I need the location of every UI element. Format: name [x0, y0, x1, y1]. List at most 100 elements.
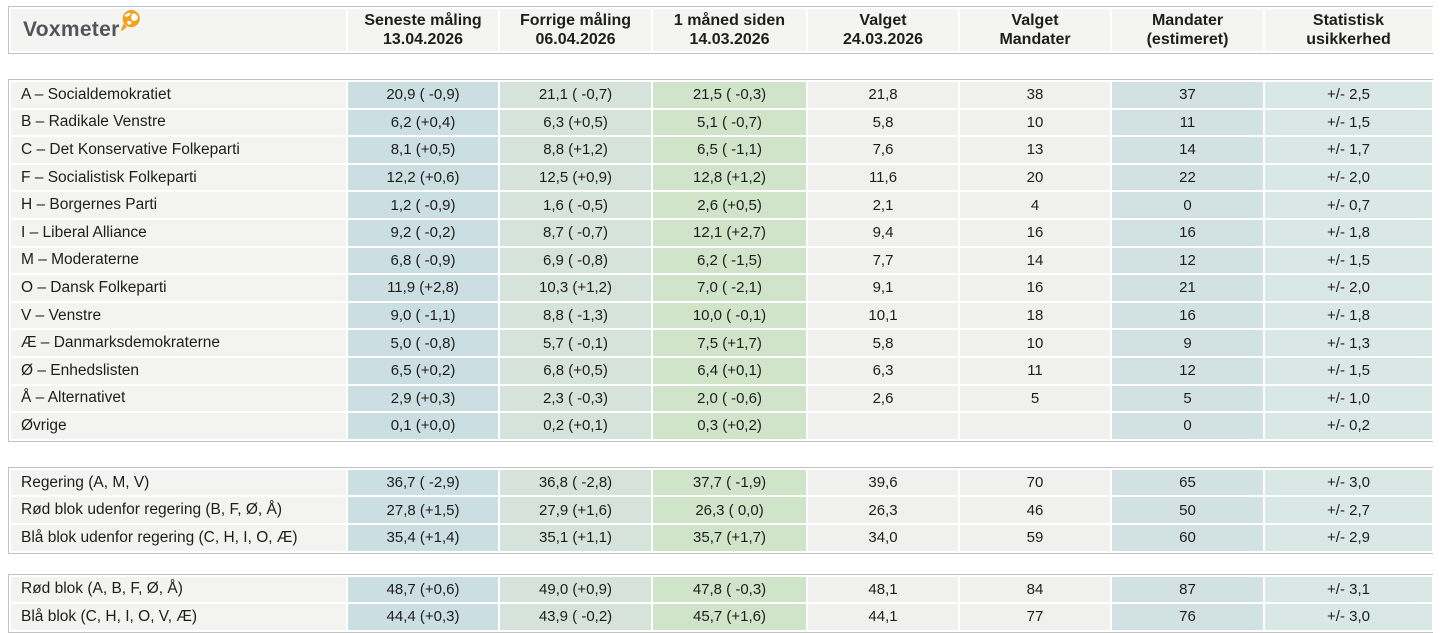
value-cell-valget-mandater: 77: [958, 602, 1112, 632]
value-cell-usikkerhed: +/- 2,5: [1263, 80, 1434, 110]
government-blocs-table: Regering (A, M, V) 36,7 ( -2,9) 36,8 ( -…: [9, 467, 1434, 553]
column-header-line1: Statistisk: [1312, 11, 1385, 29]
column-header-1-maned-siden: 1 måned siden 14.03.2026: [651, 7, 808, 53]
value-cell-valget: 44,1: [806, 602, 960, 632]
row-label: Å – Alternativet: [9, 383, 348, 414]
value-cell-mandater-estimeret: 16: [1110, 217, 1265, 248]
row-label: A – Socialdemokratiet: [9, 80, 348, 110]
row-label: B – Radikale Venstre: [9, 107, 348, 138]
column-header-valget-mandater: Valget Mandater: [958, 7, 1112, 53]
row-label: M – Moderaterne: [9, 245, 348, 276]
value-cell-valget: 21,8: [806, 80, 960, 110]
row-label: V – Venstre: [9, 300, 348, 331]
value-cell-seneste: 1,2 ( -0,9): [346, 190, 500, 220]
table-row: Å – Alternativet 2,9 (+0,3) 2,3 ( -0,3) …: [9, 383, 1434, 414]
row-label: Blå blok (C, H, I, O, V, Æ): [9, 602, 348, 632]
header-table: Voxmeter Seneste måling 13.04.2026: [9, 7, 1434, 53]
value-cell-usikkerhed: +/- 1,5: [1263, 355, 1434, 386]
government-blocs-block: Regering (A, M, V) 36,7 ( -2,9) 36,8 ( -…: [8, 466, 1434, 554]
row-label: F – Socialistisk Folkeparti: [9, 162, 348, 193]
column-header-line2: 14.03.2026: [689, 31, 770, 48]
value-cell-mandater-estimeret: 12: [1110, 355, 1265, 386]
value-cell-seneste: 11,9 (+2,8): [346, 273, 500, 303]
globe-icon: [120, 10, 140, 32]
table-row: Regering (A, M, V) 36,7 ( -2,9) 36,8 ( -…: [9, 467, 1434, 498]
table-row: Æ – Danmarksdemokraterne 5,0 ( -0,8) 5,7…: [9, 328, 1434, 358]
value-cell-valget: 7,6: [806, 135, 960, 165]
value-cell-mandater-estimeret: 76: [1110, 602, 1265, 632]
value-cell-forrige: 6,9 ( -0,8): [498, 245, 653, 276]
value-cell-usikkerhed: +/- 2,0: [1263, 162, 1434, 193]
value-cell-usikkerhed: +/- 1,8: [1263, 217, 1434, 248]
value-cell-valget-mandater: 10: [958, 328, 1112, 358]
value-cell-mandater-estimeret: 21: [1110, 273, 1265, 303]
value-cell-mandater-estimeret: 0: [1110, 411, 1265, 441]
value-cell-usikkerhed: +/- 2,9: [1263, 522, 1434, 553]
value-cell-seneste: 2,9 (+0,3): [346, 383, 500, 414]
value-cell-valget-mandater: 84: [958, 574, 1112, 605]
value-cell-maned: 6,4 (+0,1): [651, 355, 808, 386]
value-cell-usikkerhed: +/- 1,3: [1263, 328, 1434, 358]
voxmeter-logo: Voxmeter: [11, 10, 142, 42]
row-label: I – Liberal Alliance: [9, 217, 348, 248]
value-cell-valget-mandater: 46: [958, 495, 1112, 525]
value-cell-valget-mandater: [958, 411, 1112, 441]
value-cell-mandater-estimeret: 87: [1110, 574, 1265, 605]
value-cell-seneste: 5,0 ( -0,8): [346, 328, 500, 358]
value-cell-valget: 11,6: [806, 162, 960, 193]
value-cell-seneste: 20,9 ( -0,9): [346, 80, 500, 110]
bloc-totals-table: Rød blok (A, B, F, Ø, Å) 48,7 (+0,6) 49,…: [9, 574, 1434, 632]
value-cell-maned: 7,5 (+1,7): [651, 328, 808, 358]
row-label: Blå blok udenfor regering (C, H, I, O, Æ…: [9, 522, 348, 553]
spacer: [8, 554, 1433, 574]
row-label: Rød blok (A, B, F, Ø, Å): [9, 574, 348, 605]
value-cell-seneste: 27,8 (+1,5): [346, 495, 500, 525]
spacer: [8, 442, 1433, 467]
table-header-block: Voxmeter Seneste måling 13.04.2026: [8, 6, 1434, 54]
value-cell-forrige: 2,3 ( -0,3): [498, 383, 653, 414]
value-cell-valget-mandater: 10: [958, 107, 1112, 138]
value-cell-valget: 9,1: [806, 273, 960, 303]
parties-table: A – Socialdemokratiet 20,9 ( -0,9) 21,1 …: [9, 80, 1434, 441]
value-cell-mandater-estimeret: 12: [1110, 245, 1265, 276]
value-cell-mandater-estimeret: 14: [1110, 135, 1265, 165]
value-cell-maned: 12,1 (+2,7): [651, 217, 808, 248]
value-cell-forrige: 5,7 ( -0,1): [498, 328, 653, 358]
value-cell-mandater-estimeret: 37: [1110, 80, 1265, 110]
value-cell-forrige: 8,7 ( -0,7): [498, 217, 653, 248]
value-cell-mandater-estimeret: 11: [1110, 107, 1265, 138]
value-cell-valget: [806, 411, 960, 441]
value-cell-maned: 6,5 ( -1,1): [651, 135, 808, 165]
table-row: F – Socialistisk Folkeparti 12,2 (+0,6) …: [9, 162, 1434, 193]
value-cell-maned: 10,0 ( -0,1): [651, 300, 808, 331]
value-cell-valget-mandater: 4: [958, 190, 1112, 220]
value-cell-seneste: 9,2 ( -0,2): [346, 217, 500, 248]
value-cell-usikkerhed: +/- 2,0: [1263, 273, 1434, 303]
value-cell-forrige: 21,1 ( -0,7): [498, 80, 653, 110]
value-cell-usikkerhed: +/- 2,7: [1263, 495, 1434, 525]
value-cell-forrige: 6,8 (+0,5): [498, 355, 653, 386]
value-cell-forrige: 49,0 (+0,9): [498, 574, 653, 605]
row-label: C – Det Konservative Folkeparti: [9, 135, 348, 165]
column-header-mandater-estimeret: Mandater (estimeret): [1110, 7, 1265, 53]
table-row: Øvrige 0,1 (+0,0) 0,2 (+0,1) 0,3 (+0,2) …: [9, 411, 1434, 441]
table-row: V – Venstre 9,0 ( -1,1) 8,8 ( -1,3) 10,0…: [9, 300, 1434, 331]
value-cell-forrige: 8,8 (+1,2): [498, 135, 653, 165]
value-cell-maned: 21,5 ( -0,3): [651, 80, 808, 110]
table-row: Ø – Enhedslisten 6,5 (+0,2) 6,8 (+0,5) 6…: [9, 355, 1434, 386]
value-cell-valget: 10,1: [806, 300, 960, 331]
value-cell-forrige: 43,9 ( -0,2): [498, 602, 653, 632]
table-row: I – Liberal Alliance 9,2 ( -0,2) 8,7 ( -…: [9, 217, 1434, 248]
value-cell-maned: 47,8 ( -0,3): [651, 574, 808, 605]
value-cell-seneste: 12,2 (+0,6): [346, 162, 500, 193]
column-header-line2: Mandater: [999, 31, 1071, 48]
table-row: Rød blok udenfor regering (B, F, Ø, Å) 2…: [9, 495, 1434, 525]
column-header-line2: usikkerhed: [1306, 31, 1391, 48]
value-cell-usikkerhed: +/- 1,7: [1263, 135, 1434, 165]
header-row: Voxmeter Seneste måling 13.04.2026: [9, 7, 1434, 53]
value-cell-mandater-estimeret: 0: [1110, 190, 1265, 220]
value-cell-valget: 34,0: [806, 522, 960, 553]
value-cell-valget: 5,8: [806, 328, 960, 358]
value-cell-valget: 9,4: [806, 217, 960, 248]
value-cell-maned: 0,3 (+0,2): [651, 411, 808, 441]
